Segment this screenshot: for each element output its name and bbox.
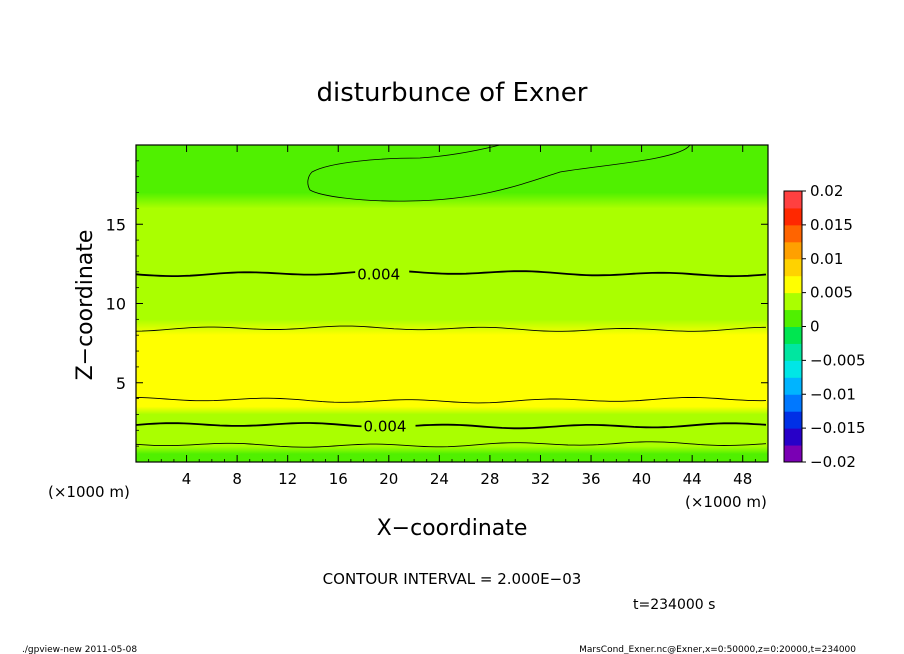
colorbar-segment xyxy=(784,428,802,446)
colorbar-tick-label: −0.005 xyxy=(810,351,866,369)
colorbar-segment xyxy=(784,191,802,209)
colorbar: 0.02 0.015 0.01 0.005 0 −0.005 −0.01 −0.015 −0.0… xyxy=(783,182,866,471)
x-tick-label: 48 xyxy=(733,470,752,488)
contour-line xyxy=(136,441,767,448)
contour-line xyxy=(136,422,767,430)
x-unit-right: (×1000 m) xyxy=(685,493,767,511)
chart-title: disturbunce of Exner xyxy=(317,78,588,108)
x-unit-left: (×1000 m) xyxy=(48,483,130,501)
colorbar-tick-label: −0.01 xyxy=(810,385,856,403)
colorbar-segment xyxy=(784,258,802,277)
colorbar-tick-label: 0 xyxy=(810,318,820,336)
colorbar-segment xyxy=(784,207,802,226)
yellow-core-region xyxy=(136,351,613,393)
colorbar-segment xyxy=(784,360,802,378)
y-tick-label: 10 xyxy=(106,295,126,314)
footer-left: ./gpview-new 2011-05-08 xyxy=(22,645,137,654)
x-tick-label: 12 xyxy=(278,470,297,488)
x-tick-label: 16 xyxy=(329,470,348,488)
contour-line xyxy=(136,325,767,332)
x-tick-label: 44 xyxy=(683,470,702,488)
colorbar-segment xyxy=(784,343,802,361)
contour-label: 0.004 xyxy=(357,265,400,283)
y-axis-label: Z−coordinate xyxy=(73,230,98,381)
footer-right: MarsCond_Exner.nc@Exner,x=0:50000,z=0:20… xyxy=(579,645,856,654)
colorbar-segment xyxy=(784,394,802,412)
colorbar-segment xyxy=(784,445,802,463)
contour-label-bg xyxy=(355,264,410,283)
colorbar-segment xyxy=(784,224,802,243)
x-tick-label: 36 xyxy=(581,470,600,488)
x-tick-label: 24 xyxy=(430,470,449,488)
colorbar-tick-label: 0.01 xyxy=(810,250,843,268)
x-tick-label: 28 xyxy=(480,470,499,488)
colorbar-segment xyxy=(784,275,802,294)
x-tick-label: 8 xyxy=(232,470,242,488)
y-tick-label: 15 xyxy=(106,215,126,234)
colorbar-tick-label: −0.015 xyxy=(810,419,866,437)
y-axis: 5 10 15 xyxy=(106,160,768,447)
colorbar-segment xyxy=(784,309,802,327)
contour-line xyxy=(136,397,767,404)
contour-label-bg xyxy=(361,416,416,435)
yellow-core-small xyxy=(650,367,744,389)
colorbar-tick-label: 0.015 xyxy=(810,216,853,234)
contour-lines: 0.004 0.004 xyxy=(136,264,767,448)
colorbar-tick-label: 0.02 xyxy=(810,182,843,200)
colorbar-segment xyxy=(784,326,802,344)
upper-cell-region xyxy=(307,145,691,202)
y-tick-label: 5 xyxy=(116,374,126,393)
x-axis-label: X−coordinate xyxy=(377,516,528,541)
time-label: t=234000 s xyxy=(633,597,715,613)
colorbar-segment xyxy=(784,292,802,311)
colorbar-segment xyxy=(784,377,802,395)
x-tick-label: 4 xyxy=(182,470,192,488)
contour-line xyxy=(136,269,767,278)
contour-interval: CONTOUR INTERVAL = 2.000E−03 xyxy=(323,570,582,588)
x-tick-label: 20 xyxy=(379,470,398,488)
x-tick-label: 32 xyxy=(531,470,550,488)
plot-area: 0.004 0.004 xyxy=(136,145,768,462)
x-axis: 4 8 12 16 20 24 28 32 36 40 44 48 xyxy=(148,145,756,488)
colorbar-segment xyxy=(784,411,802,429)
colorbar-segment xyxy=(784,241,802,260)
x-tick-label: 40 xyxy=(632,470,651,488)
colorbar-tick-label: 0.005 xyxy=(810,284,853,302)
contour-label: 0.004 xyxy=(364,418,407,436)
colorbar-tick-label: −0.02 xyxy=(810,453,856,471)
